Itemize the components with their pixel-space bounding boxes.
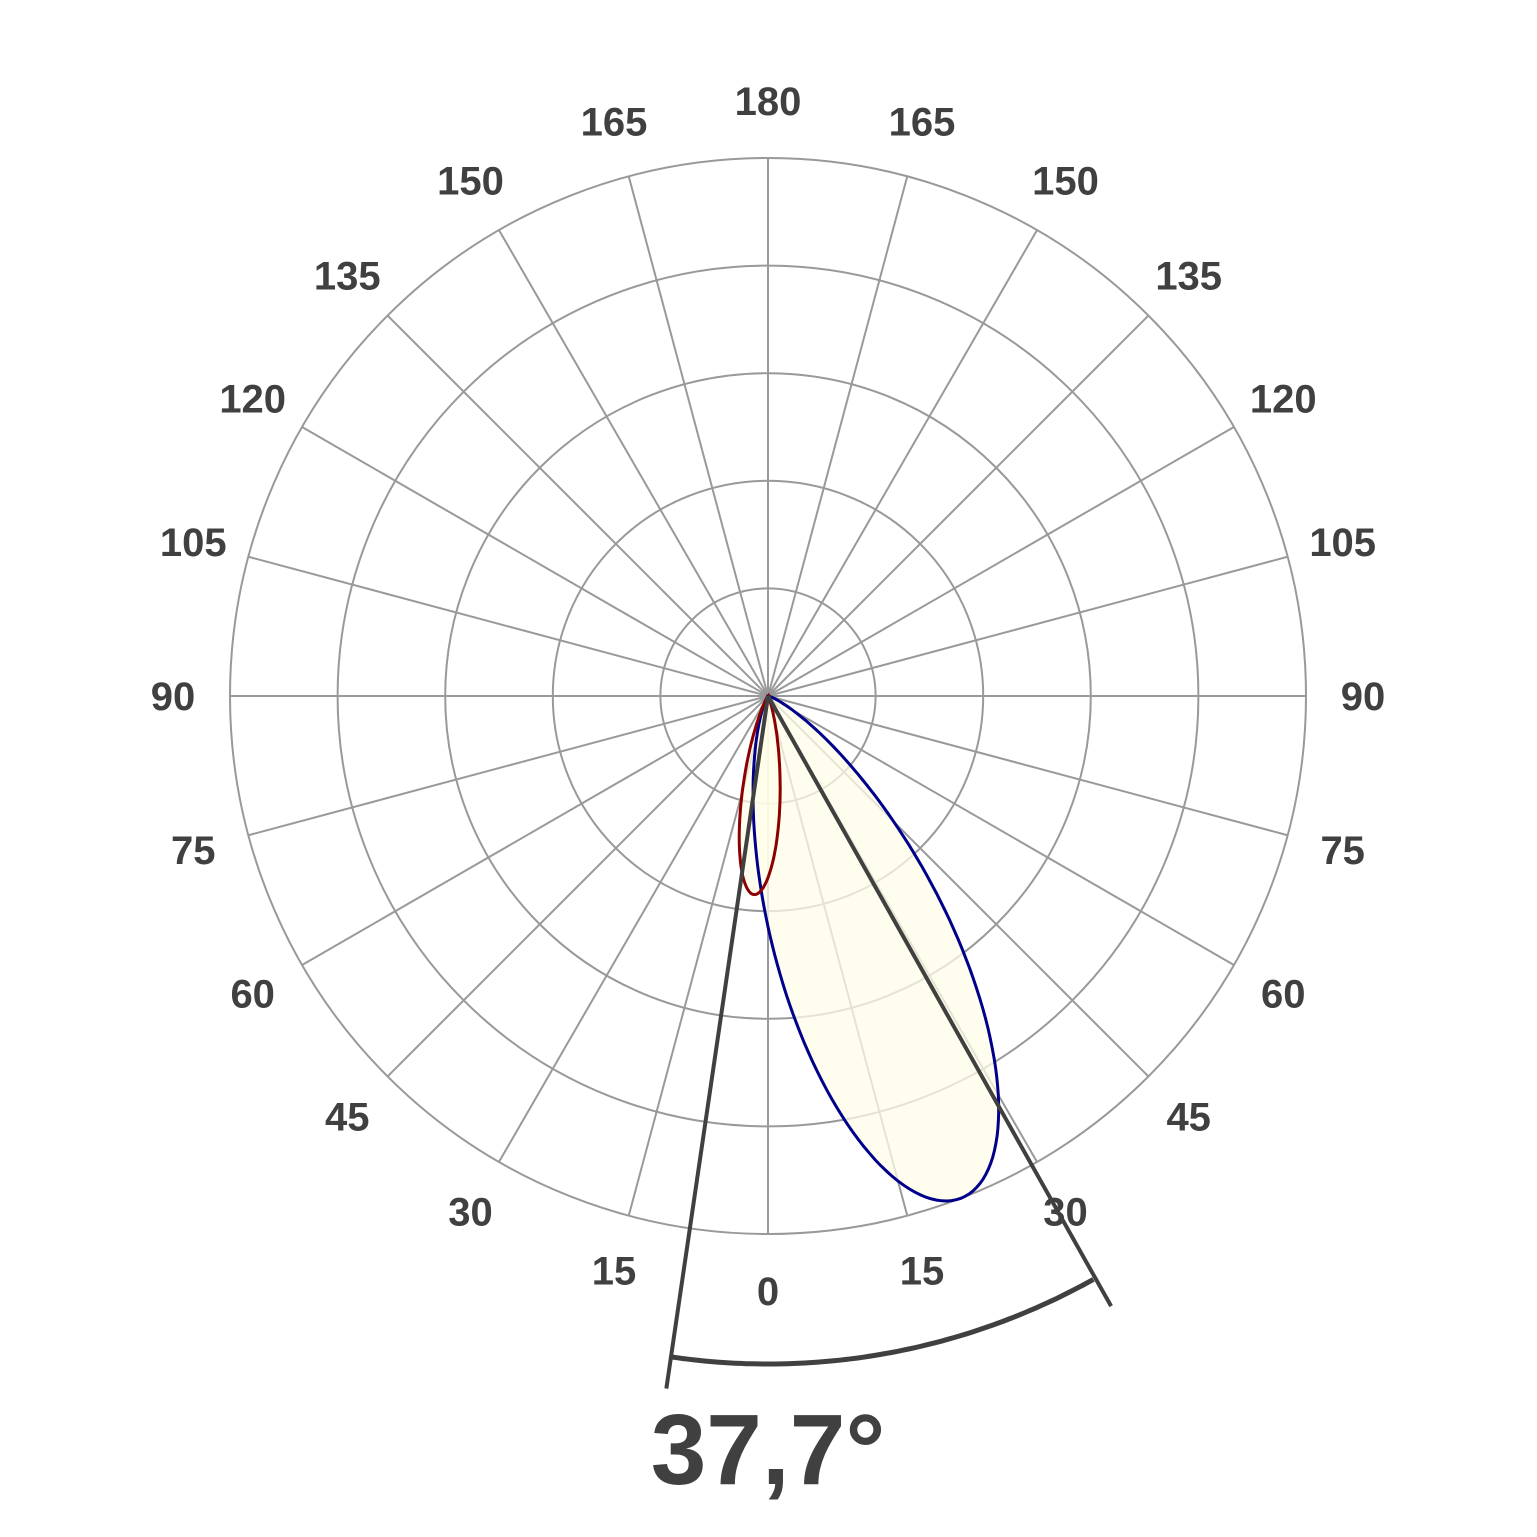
polar-grid <box>229 157 1307 1235</box>
angle-tick-label: 150 <box>1032 160 1099 204</box>
grid-spoke <box>767 229 1038 697</box>
grid-spoke <box>767 695 1235 966</box>
beam-angle-label: 37,7° <box>651 1394 886 1506</box>
grid-spoke <box>248 555 769 697</box>
angle-tick-label: 120 <box>219 378 286 422</box>
angle-tick-label: 15 <box>900 1250 945 1294</box>
angle-tick-label: 45 <box>1166 1096 1211 1140</box>
angle-tick-label: 105 <box>160 521 227 565</box>
grid-spoke <box>767 695 1288 837</box>
angle-tick-label: 60 <box>1261 973 1306 1017</box>
angle-tick-label: 75 <box>1320 829 1365 873</box>
angle-tick-label: 45 <box>325 1096 370 1140</box>
angle-tick-label: 75 <box>171 829 216 873</box>
intensity-curves <box>737 692 1001 1203</box>
angle-tick-label: 60 <box>230 973 275 1017</box>
curve-fill <box>753 696 999 1201</box>
angle-tick-label: 90 <box>1341 675 1386 719</box>
angle-tick-label: 0 <box>757 1270 779 1314</box>
grid-spoke <box>386 695 769 1078</box>
beam-angle-arc <box>670 1277 1095 1367</box>
grid-spoke <box>386 314 769 697</box>
angle-tick-label: 30 <box>448 1190 493 1234</box>
angle-tick-label: 90 <box>151 675 196 719</box>
beam-edge-line <box>766 695 1113 1308</box>
grid-spoke <box>767 176 909 697</box>
grid-spoke <box>767 314 1150 697</box>
grid-spoke <box>498 695 769 1163</box>
angle-tick-label: 150 <box>437 160 504 204</box>
angle-tick-label: 15 <box>592 1250 637 1294</box>
grid-spoke <box>248 695 769 837</box>
angle-tick-labels: 0 15 30 45 60 75 90 105 120 135 150 165 180 15 30 45 60 7… <box>151 80 1386 1314</box>
angle-tick-label: 105 <box>1309 521 1376 565</box>
beam-edge-line <box>664 695 770 1389</box>
angle-tick-label: 165 <box>581 100 648 144</box>
angle-tick-label: 135 <box>1155 254 1222 298</box>
grid-spoke <box>301 426 769 697</box>
angle-tick-label: 30 <box>1043 1190 1088 1234</box>
grid-spoke <box>767 426 1235 697</box>
grid-spoke <box>301 695 769 966</box>
angle-tick-label: 120 <box>1250 378 1317 422</box>
grid-spoke <box>767 555 1288 697</box>
curve-fill <box>739 696 781 895</box>
angle-tick-label: 180 <box>735 80 802 124</box>
grid-spoke <box>498 229 769 697</box>
grid-spoke <box>627 176 769 697</box>
angle-tick-label: 165 <box>889 100 956 144</box>
beam-angle-indicator <box>664 695 1113 1389</box>
angle-tick-label: 135 <box>314 254 381 298</box>
